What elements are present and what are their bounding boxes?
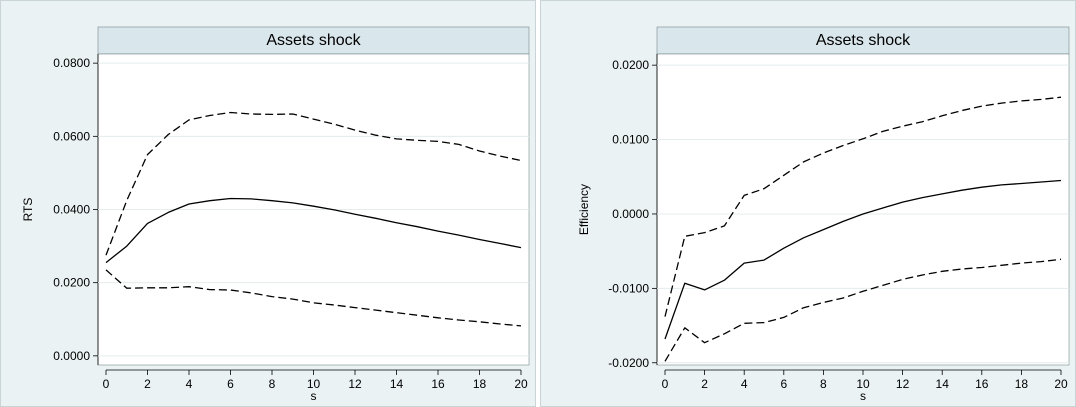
x-tick-label: 2 bbox=[144, 377, 151, 391]
estimate-line bbox=[105, 197, 522, 264]
y-tick-label: 0.0800 bbox=[53, 56, 90, 70]
x-tick-label: 20 bbox=[1054, 377, 1068, 391]
upper-line bbox=[105, 111, 522, 256]
y-tick-label: 0.0400 bbox=[53, 203, 90, 217]
x-tick-label: 10 bbox=[307, 377, 321, 391]
y-tick-label: 0.0100 bbox=[612, 133, 649, 147]
x-tick-label: 14 bbox=[390, 377, 404, 391]
x-tick-label: 0 bbox=[662, 377, 669, 391]
chart-title: Assets shock bbox=[266, 32, 361, 49]
x-tick-label: 4 bbox=[741, 377, 748, 391]
x-tick-label: 16 bbox=[975, 377, 989, 391]
x-tick-label: 10 bbox=[856, 377, 870, 391]
x-tick-label: 8 bbox=[820, 377, 827, 391]
upper-line bbox=[664, 96, 1062, 317]
rts-chart-panel: Assets shock 0.0000 0.0200 0.0400 0.0600 0.08… bbox=[0, 0, 536, 407]
y-tick-label: 0.0000 bbox=[53, 349, 90, 363]
y-tick-label: 0.0200 bbox=[53, 276, 90, 290]
x-tick-label: 6 bbox=[227, 377, 234, 391]
estimate-line bbox=[664, 179, 1062, 340]
y-tick-label: 0.0600 bbox=[53, 129, 90, 143]
y-tick-label: -0.0100 bbox=[608, 281, 649, 295]
x-axis-label: s bbox=[860, 389, 866, 403]
x-tick-label: 2 bbox=[701, 377, 708, 391]
x-tick-label: 0 bbox=[103, 377, 110, 391]
chart-title: Assets shock bbox=[816, 32, 911, 49]
x-tick-label: 18 bbox=[473, 377, 487, 391]
efficiency-chart-panel: Assets shock -0.0200 -0.0100 0.0000 0.0100 0.… bbox=[540, 0, 1076, 407]
x-tick-label: 18 bbox=[1015, 377, 1029, 391]
title-band bbox=[97, 26, 530, 55]
x-tick-label: 8 bbox=[269, 377, 276, 391]
x-tick-label: 14 bbox=[936, 377, 950, 391]
x-tick-label: 12 bbox=[348, 377, 362, 391]
plot-area bbox=[656, 53, 1070, 366]
rts-chart: Assets shock 0.0000 0.0200 0.0400 0.0600 0.08… bbox=[0, 0, 536, 407]
y-tick-label: 0.0200 bbox=[612, 58, 649, 72]
y-tick-label: 0.0000 bbox=[612, 207, 649, 221]
lower-line bbox=[664, 258, 1062, 362]
x-tick-label: 4 bbox=[186, 377, 193, 391]
x-tick-label: 12 bbox=[896, 377, 910, 391]
efficiency-chart: Assets shock -0.0200 -0.0100 0.0000 0.0100 0.… bbox=[540, 0, 1076, 407]
x-tick-label: 6 bbox=[780, 377, 787, 391]
lower-line bbox=[105, 269, 522, 327]
y-tick-label: -0.0200 bbox=[608, 356, 649, 370]
y-axis-label: Efficiency bbox=[577, 184, 591, 235]
title-band bbox=[656, 26, 1070, 55]
x-axis-label: s bbox=[311, 389, 317, 403]
y-axis-label: RTS bbox=[21, 198, 35, 222]
x-tick-label: 16 bbox=[431, 377, 445, 391]
x-tick-label: 20 bbox=[514, 377, 528, 391]
